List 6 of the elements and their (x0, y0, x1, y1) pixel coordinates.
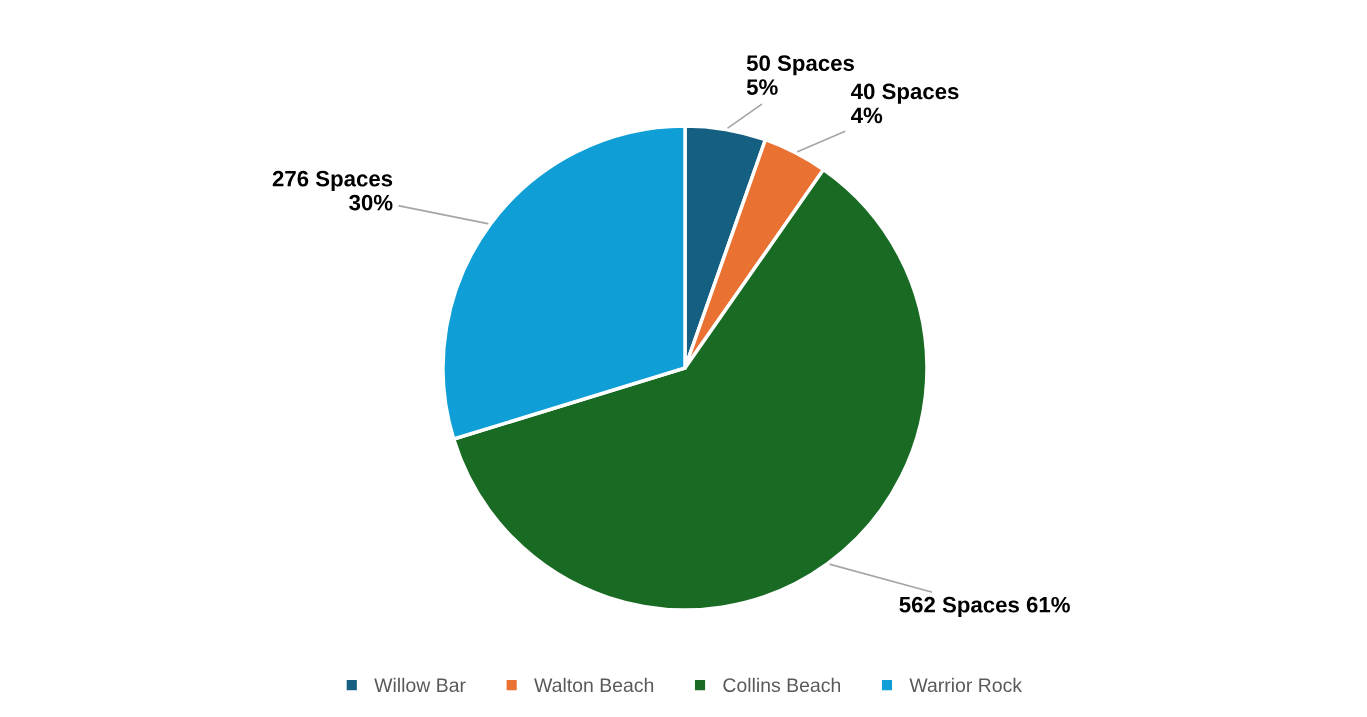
legend-label: Warrior Rock (909, 677, 1023, 693)
legend-label: Willow Bar (374, 677, 466, 693)
legend-label: Walton Beach (534, 677, 654, 693)
legend-label: Collins Beach (723, 677, 841, 693)
data-label: 276 Spaces 30% (272, 170, 393, 211)
data-label: 562 Spaces 61% (899, 596, 1070, 617)
